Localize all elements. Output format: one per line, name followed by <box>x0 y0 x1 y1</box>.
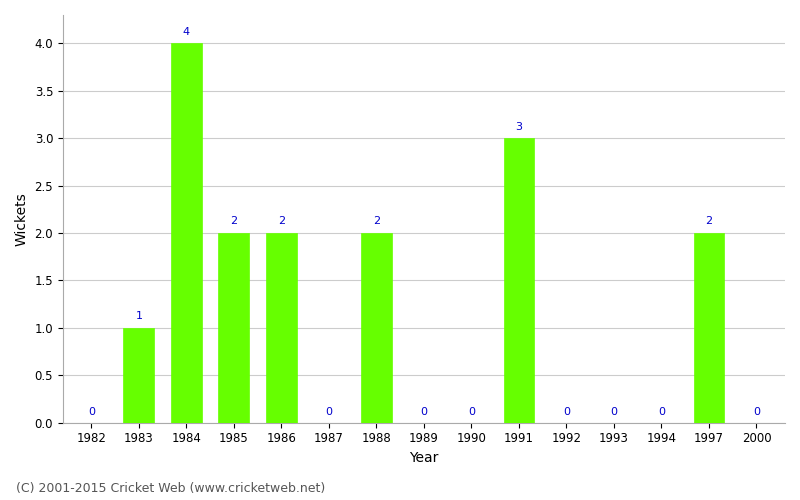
Text: 2: 2 <box>278 216 285 226</box>
Bar <box>503 138 534 422</box>
Text: 4: 4 <box>183 27 190 37</box>
Text: 0: 0 <box>753 407 760 417</box>
Text: (C) 2001-2015 Cricket Web (www.cricketweb.net): (C) 2001-2015 Cricket Web (www.cricketwe… <box>16 482 326 495</box>
Text: 0: 0 <box>421 407 427 417</box>
Bar <box>266 233 297 422</box>
Text: 1: 1 <box>135 312 142 322</box>
Bar <box>361 233 392 422</box>
Text: 0: 0 <box>563 407 570 417</box>
Text: 2: 2 <box>706 216 713 226</box>
Y-axis label: Wickets: Wickets <box>15 192 29 246</box>
X-axis label: Year: Year <box>410 451 438 465</box>
Text: 3: 3 <box>515 122 522 132</box>
Text: 2: 2 <box>373 216 380 226</box>
Text: 0: 0 <box>658 407 665 417</box>
Text: 0: 0 <box>610 407 618 417</box>
Text: 0: 0 <box>326 407 333 417</box>
Bar <box>694 233 725 422</box>
Text: 0: 0 <box>88 407 95 417</box>
Bar <box>123 328 154 422</box>
Text: 2: 2 <box>230 216 238 226</box>
Bar <box>218 233 250 422</box>
Bar <box>171 44 202 422</box>
Text: 0: 0 <box>468 407 475 417</box>
